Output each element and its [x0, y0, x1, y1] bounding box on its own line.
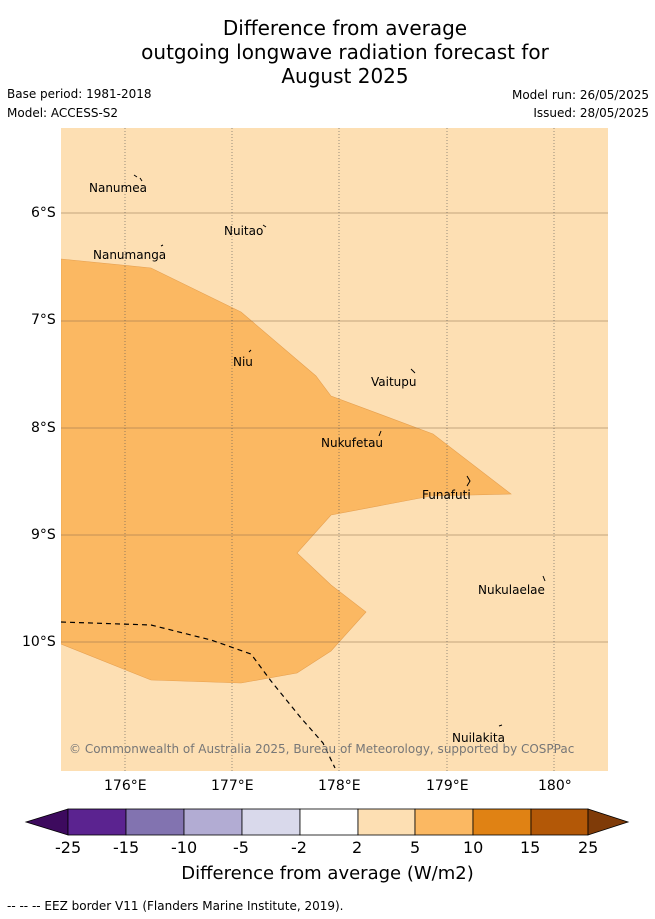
- island-nuilakita-shape: [498, 724, 503, 727]
- colorbar-tick-25: 25: [578, 838, 599, 857]
- place-label-nanumanga: Nanumanga: [93, 248, 166, 262]
- colorbar-segment-3: [183, 808, 243, 836]
- place-label-funafuti: Funafuti: [422, 488, 471, 502]
- issued-date: Issued: 28/05/2025: [533, 106, 649, 120]
- colorbar-segment-6: [357, 808, 416, 836]
- colorbar-tick-m25: -25: [55, 838, 82, 857]
- colorbar-segment-9: [530, 808, 589, 836]
- lat-label-7s: 7°S: [31, 312, 56, 328]
- lon-label-179e: 179°E: [426, 778, 469, 794]
- anomaly-region: [61, 258, 512, 684]
- island-nukulaelae-shape: [542, 575, 546, 582]
- colorbar-segment-8: [472, 808, 532, 836]
- colorbar-tick-m5: -5: [233, 838, 249, 857]
- lon-label-176e: 176°E: [104, 778, 147, 794]
- colorbar-tick-5: 5: [410, 838, 421, 857]
- island-nuitao-shape: [262, 224, 267, 228]
- colorbar-cap-high: [587, 808, 630, 836]
- island-funafuti-shape: [466, 475, 471, 487]
- colorbar: [24, 808, 630, 836]
- lon-label-180: 180°: [538, 778, 572, 794]
- island-niu-shape: [248, 349, 252, 353]
- eez-border: [61, 621, 336, 769]
- lon-label-178e: 178°E: [318, 778, 361, 794]
- island-nanumanga-shape: [160, 244, 164, 247]
- island-vaitupu-shape: [410, 368, 416, 374]
- colorbar-tick-m10: -10: [171, 838, 198, 857]
- colorbar-tick-m2: -2: [291, 838, 307, 857]
- colorbar-cap-low: [24, 808, 69, 836]
- colorbar-segment-1: [67, 808, 127, 836]
- map-panel: Nanumea Nuitao Nanumanga Niu Vaitupu Nuk…: [61, 128, 608, 771]
- place-label-nukufetau: Nukufetau: [321, 436, 383, 450]
- place-label-niu: Niu: [233, 355, 253, 369]
- colorbar-tick-10: 10: [463, 838, 484, 857]
- lat-label-9s: 9°S: [31, 527, 56, 543]
- island-nukufetau-shape: [378, 430, 382, 437]
- chart-title: Difference from average outgoing longwav…: [0, 16, 655, 88]
- place-label-nanumea: Nanumea: [89, 181, 147, 195]
- graticule: [61, 212, 608, 643]
- place-labels: Nanumea Nuitao Nanumanga Niu Vaitupu Nuk…: [89, 181, 545, 745]
- island-nanumea-shape: [133, 174, 143, 182]
- lon-label-177e: 177°E: [211, 778, 254, 794]
- eez-legend: -- -- -- EEZ border V11 (Flanders Marine…: [7, 899, 344, 913]
- colorbar-segment-5: [299, 808, 359, 836]
- colorbar-segment-7: [414, 808, 474, 836]
- model-run: Model run: 26/05/2025: [511, 88, 649, 102]
- base-period: Base period: 1981-2018: [7, 87, 152, 101]
- title-line-2: outgoing longwave radiation forecast for: [141, 40, 549, 64]
- colorbar-segment-4: [241, 808, 301, 836]
- lat-label-8s: 8°S: [31, 420, 56, 436]
- colorbar-tick-15: 15: [520, 838, 541, 857]
- place-label-nuilakita: Nuilakita: [452, 731, 505, 745]
- title-line-3: August 2025: [281, 64, 409, 88]
- colorbar-tick-m15: -15: [113, 838, 140, 857]
- lat-label-6s: 6°S: [31, 205, 56, 221]
- place-label-nuitao: Nuitao: [224, 224, 263, 238]
- copyright-notice: © Commonwealth of Australia 2025, Bureau…: [69, 742, 574, 756]
- lat-label-10s: 10°S: [22, 634, 56, 650]
- place-label-nukulaelae: Nukulaelae: [478, 583, 545, 597]
- colorbar-label: Difference from average (W/m2): [181, 863, 474, 884]
- model-name: Model: ACCESS-S2: [7, 106, 119, 120]
- title-line-1: Difference from average: [222, 16, 468, 40]
- colorbar-segment-2: [125, 808, 185, 836]
- meridians: [124, 128, 555, 771]
- place-label-vaitupu: Vaitupu: [371, 375, 417, 389]
- islands: [133, 174, 546, 727]
- colorbar-tick-2: 2: [352, 838, 363, 857]
